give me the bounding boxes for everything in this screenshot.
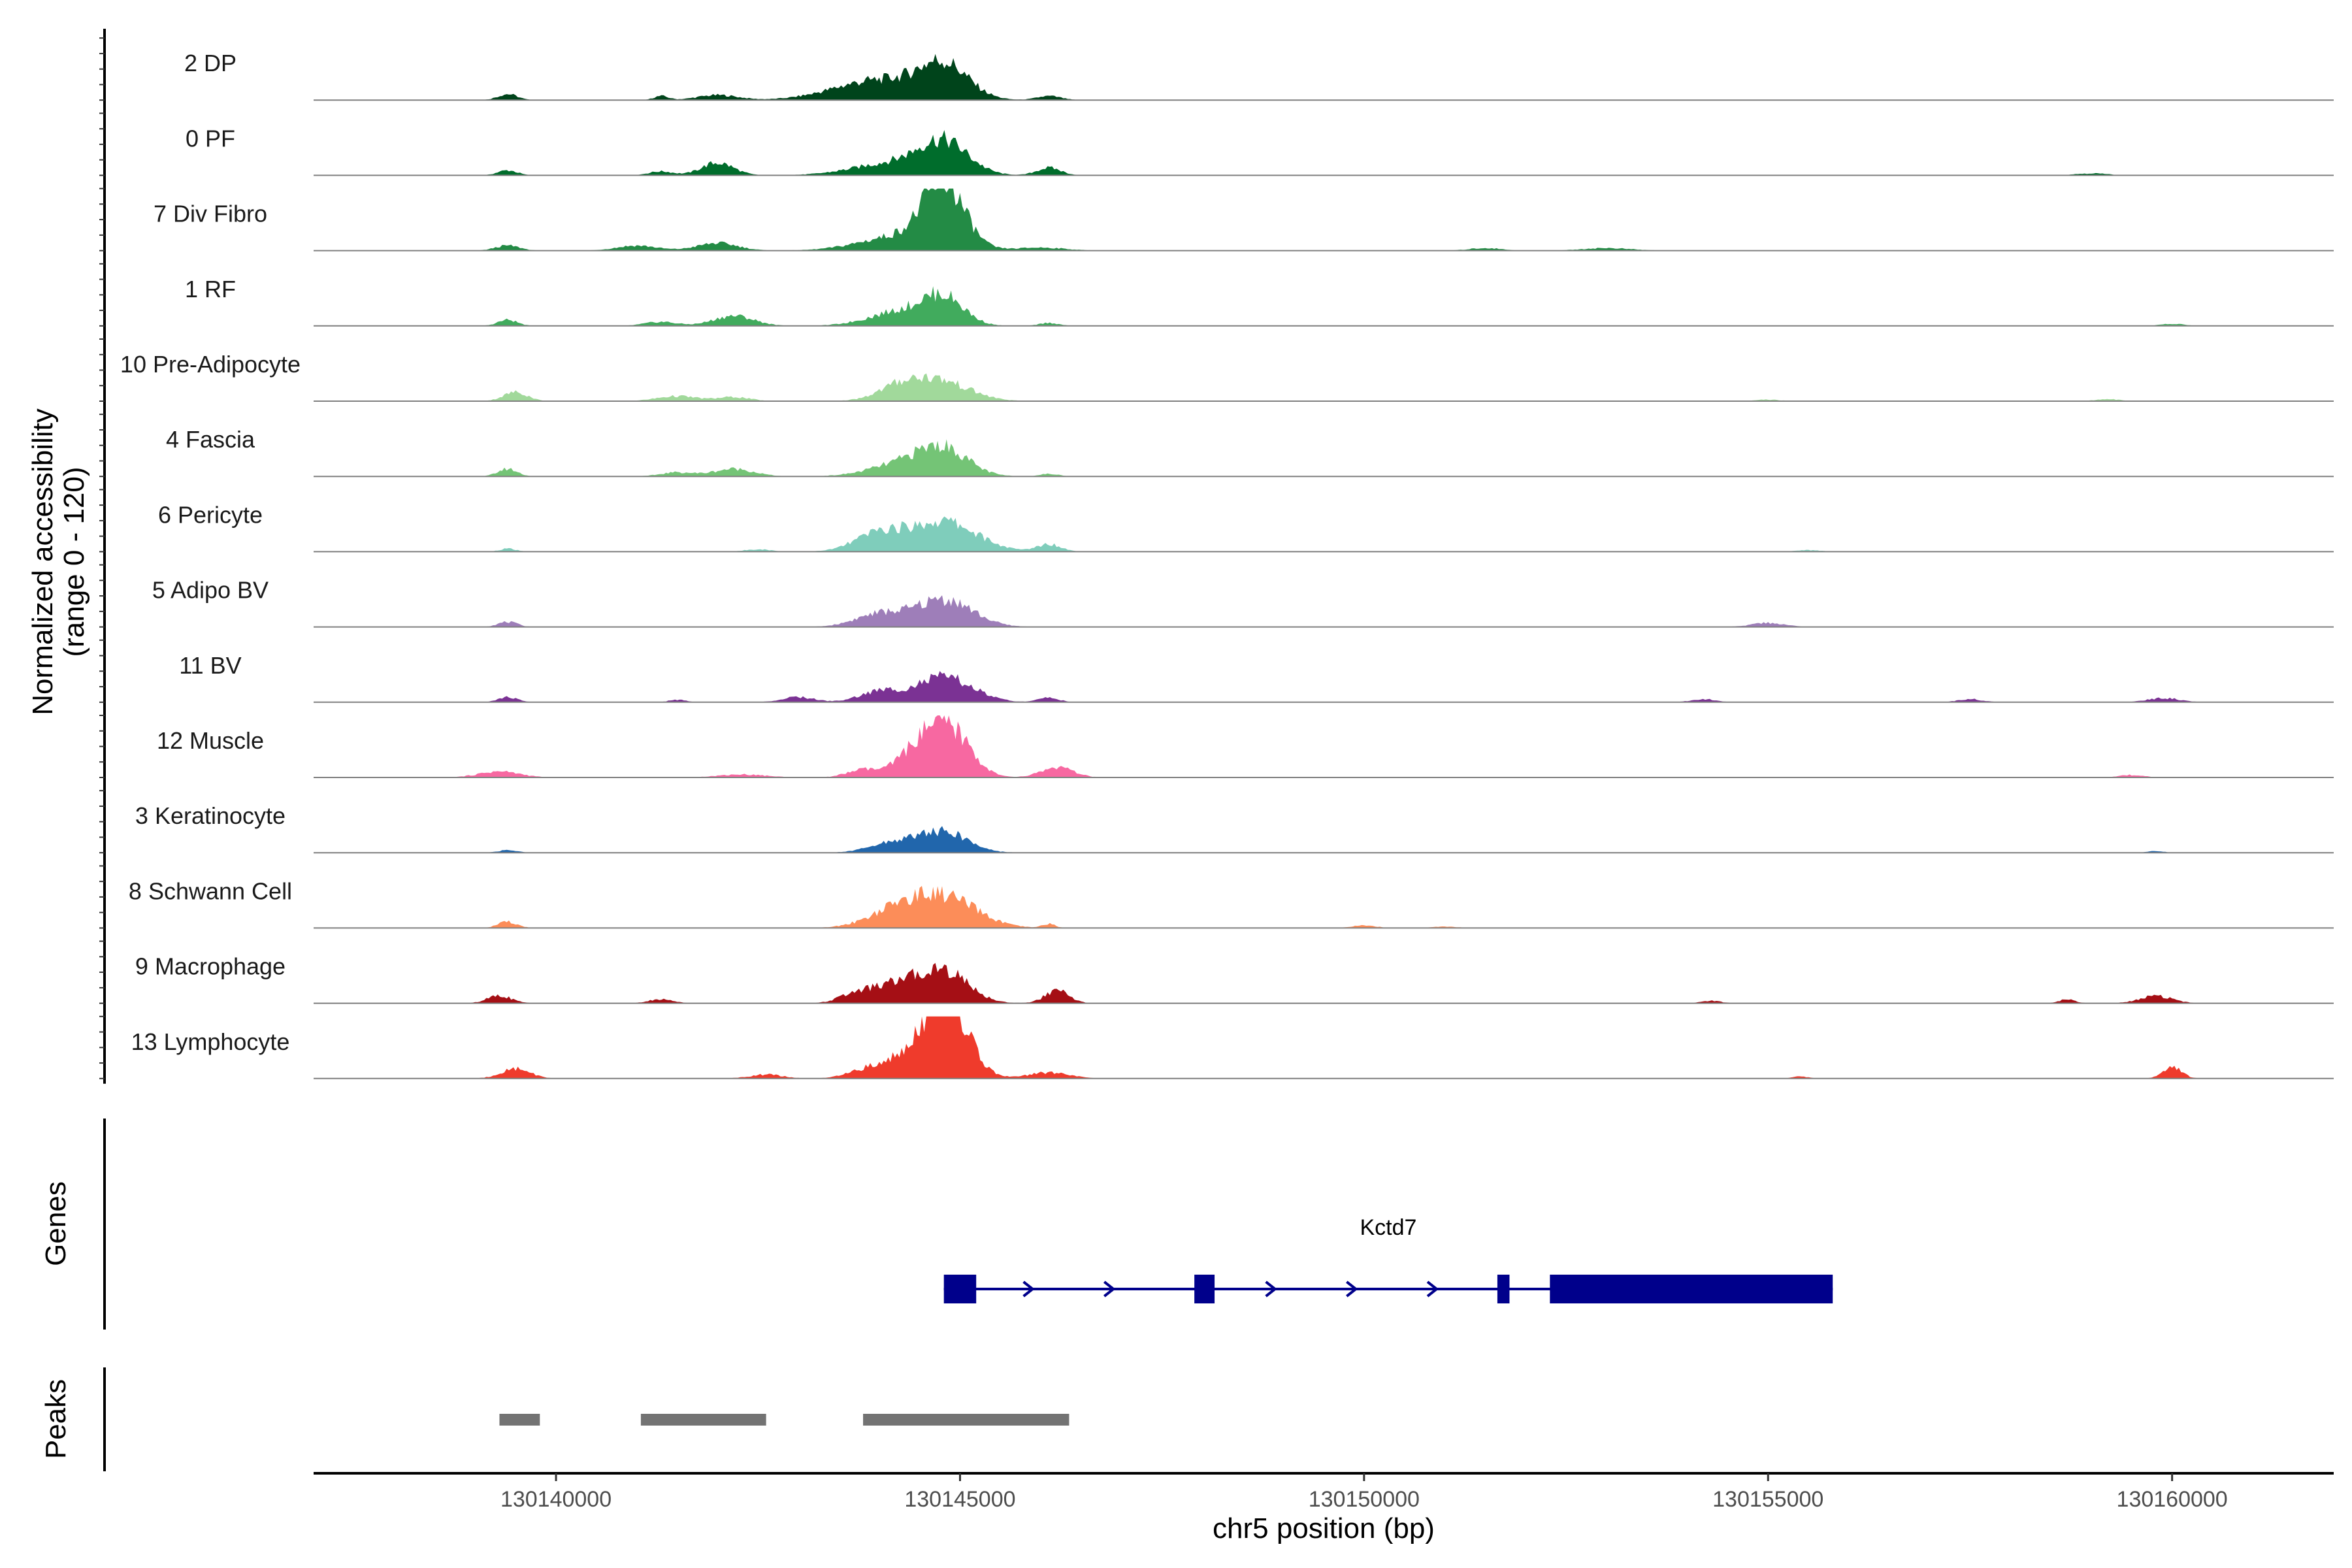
peak-region (640, 1414, 766, 1426)
coverage-area (314, 130, 2334, 176)
coverage-area (314, 373, 2334, 401)
track-label: 11 BV (179, 652, 241, 679)
strand-arrow (1265, 1281, 1277, 1298)
x-tick-label: 130155000 (1712, 1487, 1823, 1512)
track-label: 8 Schwann Cell (129, 877, 292, 904)
genes-panel: Kctd7 (943, 1215, 1833, 1303)
peaks-panel (499, 1414, 1070, 1426)
track-2: 0 PF (186, 125, 2334, 176)
track-label: 13 Lymphocyte (131, 1028, 290, 1055)
track-label: 7 Div Fibro (154, 201, 267, 227)
track-3: 7 Div Fibro (154, 188, 2334, 252)
strand-arrow (1022, 1281, 1035, 1298)
track-1: 2 DP (184, 50, 2334, 101)
peak-region (499, 1414, 540, 1426)
track-11: 3 Keratinocyte (135, 802, 2334, 854)
track-6: 4 Fascia (166, 426, 2334, 478)
coverage-area (314, 516, 2334, 552)
x-tick-label: 130150000 (1309, 1487, 1420, 1512)
track-label: 9 Macrophage (135, 953, 286, 980)
coverage-area (314, 886, 2334, 928)
coverage-area (314, 1016, 2334, 1079)
coverage-area (314, 962, 2334, 1004)
track-7: 6 Pericyte (158, 501, 2334, 553)
genes-panel-title: Genes (40, 1181, 72, 1266)
coverage-area (314, 54, 2334, 101)
coverage-area (314, 286, 2334, 326)
coverage-area (314, 439, 2334, 477)
track-label: 10 Pre-Adipocyte (120, 351, 301, 378)
coverage-area (314, 715, 2334, 777)
track-label: 12 Muscle (157, 727, 264, 754)
x-tick-label: 130160000 (2117, 1487, 2228, 1512)
peaks-panel-title: Peaks (40, 1379, 72, 1459)
strand-arrow (1426, 1281, 1439, 1298)
peak-region (863, 1414, 1070, 1426)
track-label: 6 Pericyte (158, 501, 263, 528)
gene-exon (1194, 1275, 1215, 1303)
track-label: 5 Adipo BV (152, 577, 269, 604)
y-axis-title-line1: Normalized accessibility (27, 408, 59, 715)
track-12: 8 Schwann Cell (129, 877, 2334, 929)
track-label: 3 Keratinocyte (135, 802, 286, 829)
track-4: 1 RF (185, 276, 2334, 327)
track-label: 1 RF (185, 276, 236, 302)
track-label: 0 PF (186, 125, 235, 152)
gene-name: Kctd7 (1360, 1215, 1416, 1240)
strand-arrow (1103, 1281, 1116, 1298)
coverage-y-axis (99, 29, 106, 1084)
x-tick-label: 130140000 (500, 1487, 612, 1512)
track-label: 4 Fascia (166, 426, 255, 453)
track-8: 5 Adipo BV (152, 577, 2334, 628)
y-axis-title-line2: (range 0 - 120) (58, 466, 90, 657)
coverage-area (314, 671, 2334, 702)
coverage-area (314, 188, 2334, 251)
strand-arrow (1346, 1281, 1358, 1298)
gene-exon (943, 1275, 977, 1303)
track-10: 12 Muscle (157, 715, 2334, 778)
tracks-layer: 2 DP 0 PF 7 Div Fibro 1 RF 10 Pre-Adipocyte 4… (120, 50, 2334, 1079)
track-13: 9 Macrophage (135, 953, 2334, 1004)
gene-exon (1550, 1275, 1833, 1303)
track-14: 13 Lymphocyte (131, 1016, 2334, 1079)
track-9: 11 BV (179, 652, 2334, 703)
track-label: 2 DP (184, 50, 237, 76)
track-5: 10 Pre-Adipocyte (120, 351, 2334, 402)
gene-exon (1497, 1275, 1510, 1303)
x-axis-title: chr5 position (bp) (1213, 1512, 1435, 1544)
x-axis: 130140000 130145000 130150000 130155000 1301… (314, 1472, 2334, 1512)
coverage-area (314, 826, 2334, 853)
coverage-area (314, 595, 2334, 627)
x-tick-label: 130145000 (904, 1487, 1015, 1512)
